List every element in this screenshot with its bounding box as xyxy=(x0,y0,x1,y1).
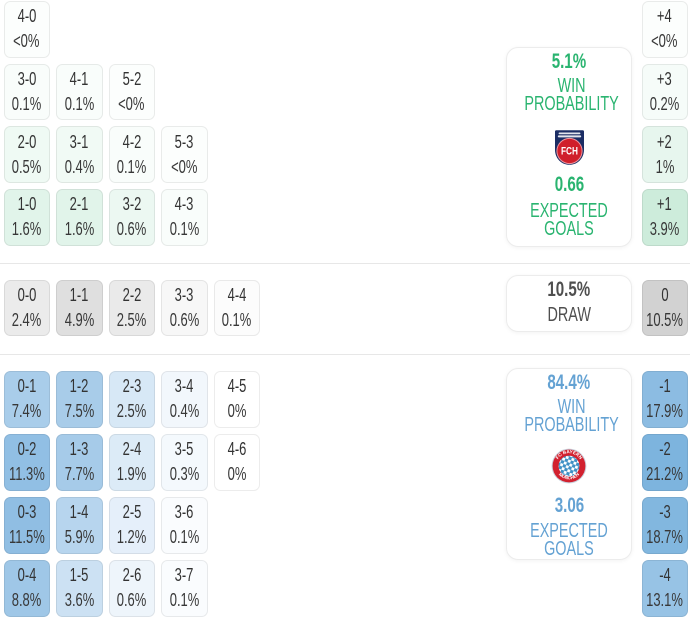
svg-text:MÜNCHEN: MÜNCHEN xyxy=(557,471,580,480)
svg-text:FCH: FCH xyxy=(561,145,578,157)
